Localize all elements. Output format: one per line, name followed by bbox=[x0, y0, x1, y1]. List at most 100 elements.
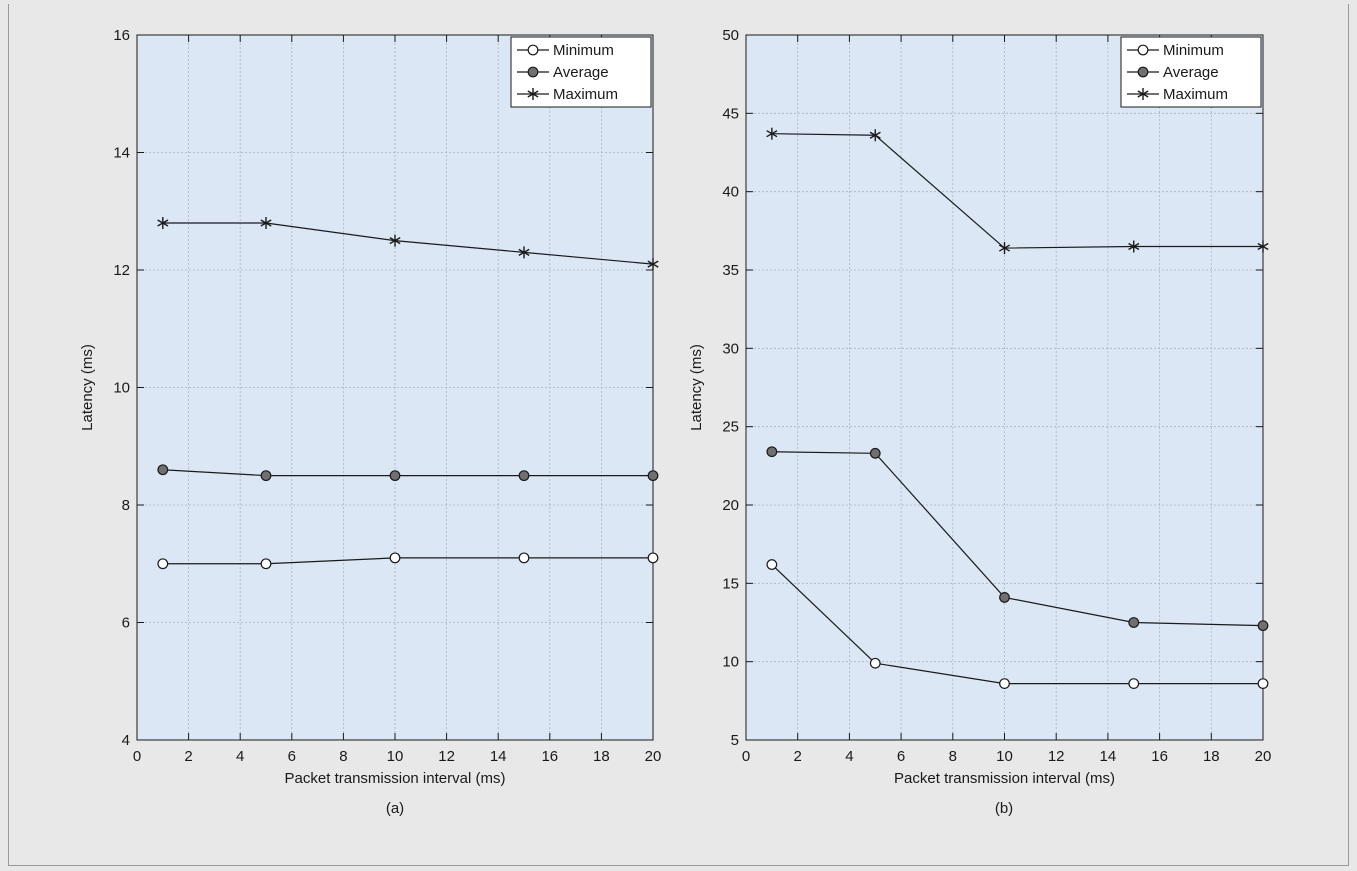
data-point-minimum bbox=[766, 559, 778, 570]
x-tick-label: 6 bbox=[897, 748, 905, 765]
asterisk-stroke bbox=[869, 131, 881, 139]
x-tick-label: 18 bbox=[1203, 748, 1220, 765]
panel-caption: (b) bbox=[995, 800, 1013, 817]
data-point-minimum bbox=[157, 558, 169, 570]
plot-frame bbox=[745, 34, 1264, 741]
y-tick-label: 50 bbox=[722, 27, 739, 44]
y-tick-label: 12 bbox=[113, 262, 130, 279]
asterisk-stroke bbox=[647, 260, 659, 268]
y-tick-label: 10 bbox=[113, 380, 130, 397]
y-axis-title: Latency (ms) bbox=[688, 344, 705, 431]
y-tick-label: 6 bbox=[122, 615, 130, 632]
data-point-average bbox=[647, 470, 659, 482]
data-point-maximum bbox=[157, 217, 169, 229]
asterisk-stroke bbox=[998, 244, 1011, 252]
data-point-average bbox=[157, 464, 169, 476]
chart-panel-a: 0 2 4 6 8 10 12 14 16 18 20 4 6 8 10 12 14 16 Minimum Avera… bbox=[79, 27, 661, 817]
y-tick-label: 16 bbox=[113, 27, 130, 44]
asterisk-stroke bbox=[157, 219, 169, 227]
data-point-average bbox=[260, 470, 272, 482]
legend-marker-minimum bbox=[527, 44, 539, 56]
data-point-minimum bbox=[518, 552, 530, 564]
data-point-maximum bbox=[1128, 240, 1140, 253]
data-point-maximum bbox=[869, 129, 881, 142]
asterisk-stroke bbox=[1128, 242, 1140, 251]
panel-caption: (a) bbox=[386, 800, 404, 817]
x-tick-label: 8 bbox=[949, 748, 957, 765]
asterisk-stroke bbox=[1257, 242, 1269, 251]
x-tick-label: 2 bbox=[184, 748, 192, 765]
y-tick-label: 25 bbox=[722, 419, 739, 436]
y-tick-label: 45 bbox=[722, 105, 739, 122]
data-point-average bbox=[1257, 620, 1269, 632]
y-tick-label: 14 bbox=[113, 145, 130, 162]
legend-label: Average bbox=[1163, 64, 1219, 81]
legend-marker-average bbox=[1137, 66, 1149, 78]
y-tick-label: 5 bbox=[731, 732, 739, 749]
legend-label: Average bbox=[553, 64, 609, 81]
legend-label: Minimum bbox=[1163, 42, 1224, 59]
y-tick-label: 15 bbox=[722, 575, 739, 592]
x-tick-label: 14 bbox=[1100, 748, 1117, 765]
figure: 0 2 4 6 8 10 12 14 16 18 20 4 6 8 10 12 14 16 Minimum Avera… bbox=[8, 4, 1349, 866]
y-tick-label: 35 bbox=[722, 262, 739, 279]
x-tick-label: 4 bbox=[236, 748, 244, 765]
x-tick-label: 20 bbox=[645, 748, 662, 765]
legend-marker-maximum bbox=[527, 88, 539, 100]
y-tick-label: 4 bbox=[122, 732, 130, 749]
data-point-minimum bbox=[260, 558, 272, 570]
y-axis-title: Latency (ms) bbox=[79, 344, 96, 431]
x-tick-label: 10 bbox=[387, 748, 404, 765]
x-tick-label: 4 bbox=[845, 748, 853, 765]
chart-svg: 0 2 4 6 8 10 12 14 16 18 2046810121416MinimumAvera… bbox=[79, 27, 1271, 817]
data-point-minimum bbox=[869, 657, 881, 669]
legend-marker-minimum bbox=[1137, 44, 1149, 56]
x-tick-label: 12 bbox=[1048, 748, 1065, 765]
x-tick-label: 12 bbox=[438, 748, 455, 765]
legend-marker-average bbox=[527, 66, 539, 78]
x-tick-label: 8 bbox=[339, 748, 347, 765]
y-tick-label: 8 bbox=[122, 497, 130, 514]
data-point-maximum bbox=[260, 217, 272, 229]
data-point-maximum bbox=[1257, 240, 1269, 253]
x-tick-label: 0 bbox=[742, 748, 750, 765]
data-point-maximum bbox=[998, 242, 1011, 255]
asterisk-stroke bbox=[260, 219, 272, 227]
x-tick-label: 16 bbox=[541, 748, 558, 765]
data-point-minimum bbox=[647, 552, 659, 564]
x-tick-label: 16 bbox=[1151, 748, 1168, 765]
chart-panel-b: 0 2 4 6 8 10 12 14 16 18 20 5 10 15 20 25 30 35 40 45 50 Mini… bbox=[688, 27, 1271, 817]
data-point-maximum bbox=[647, 258, 659, 271]
legend-label: Minimum bbox=[553, 42, 614, 59]
x-tick-label: 10 bbox=[996, 748, 1013, 765]
data-point-minimum bbox=[389, 552, 401, 564]
data-point-average bbox=[869, 447, 881, 459]
data-point-maximum bbox=[389, 234, 401, 247]
legend-label: Maximum bbox=[1163, 86, 1228, 103]
asterisk-stroke bbox=[766, 130, 778, 138]
data-point-average bbox=[1128, 617, 1140, 628]
data-point-minimum bbox=[1257, 678, 1269, 689]
x-tick-label: 2 bbox=[794, 748, 802, 765]
asterisk-stroke bbox=[527, 90, 539, 98]
asterisk-stroke bbox=[1137, 90, 1149, 98]
y-tick-label: 20 bbox=[722, 497, 739, 514]
x-tick-label: 6 bbox=[288, 748, 296, 765]
data-point-minimum bbox=[999, 678, 1010, 689]
legend-marker-maximum bbox=[1137, 88, 1149, 100]
data-point-average bbox=[999, 592, 1010, 603]
x-tick-label: 0 bbox=[133, 748, 141, 765]
x-tick-label: 14 bbox=[490, 748, 507, 765]
y-tick-label: 40 bbox=[722, 184, 739, 201]
data-point-average bbox=[518, 470, 530, 482]
y-tick-label: 10 bbox=[722, 654, 739, 671]
x-axis-title: Packet transmission interval (ms) bbox=[894, 770, 1115, 787]
legend-label: Maximum bbox=[553, 86, 618, 103]
data-point-minimum bbox=[1128, 678, 1140, 689]
asterisk-stroke bbox=[518, 248, 530, 256]
y-tick-label: 30 bbox=[722, 340, 739, 357]
x-tick-label: 20 bbox=[1255, 748, 1272, 765]
data-point-average bbox=[766, 446, 778, 458]
data-point-average bbox=[389, 470, 401, 482]
data-point-maximum bbox=[766, 127, 778, 140]
